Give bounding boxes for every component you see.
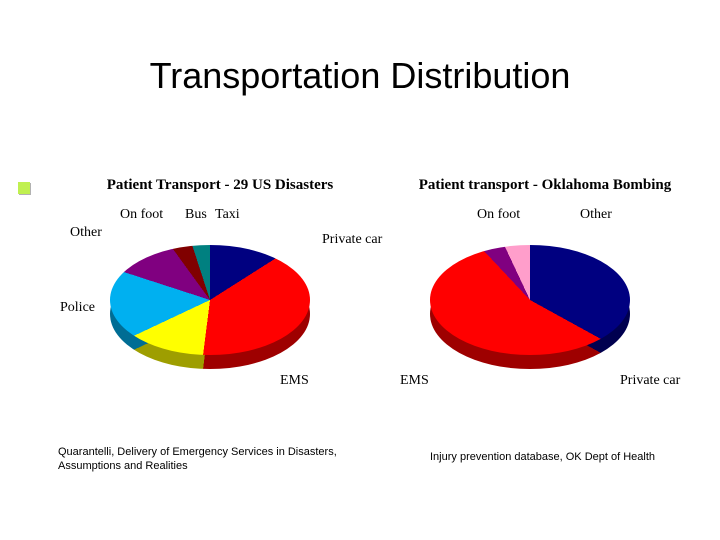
right-chart-title: Patient transport - Oklahoma Bombing: [390, 177, 700, 194]
slice-label-other: Other: [580, 207, 612, 223]
left-chart-title: Patient Transport - 29 US Disasters: [75, 177, 365, 194]
slice-label-taxi: Taxi: [215, 207, 240, 223]
page-title: Transportation Distribution: [0, 55, 720, 97]
slice-label-other: Other: [70, 225, 102, 241]
slice-label-on-foot: On foot: [477, 207, 520, 223]
left-citation: Quarantelli, Delivery of Emergency Servi…: [58, 445, 338, 474]
slice-label-bus: Bus: [185, 207, 207, 223]
right-pie-top: [430, 245, 630, 355]
bullet-accent: [18, 182, 30, 194]
slice-label-on-foot: On foot: [120, 207, 163, 223]
slice-label-private-car: Private car: [322, 232, 382, 248]
slice-label-private-car: Private car: [620, 373, 680, 389]
right-citation: Injury prevention database, OK Dept of H…: [430, 450, 700, 464]
slice-label-police: Police: [60, 300, 95, 316]
slice-label-ems: EMS: [280, 373, 309, 389]
slice-label-ems: EMS: [400, 373, 429, 389]
left-pie-top: [110, 245, 310, 355]
